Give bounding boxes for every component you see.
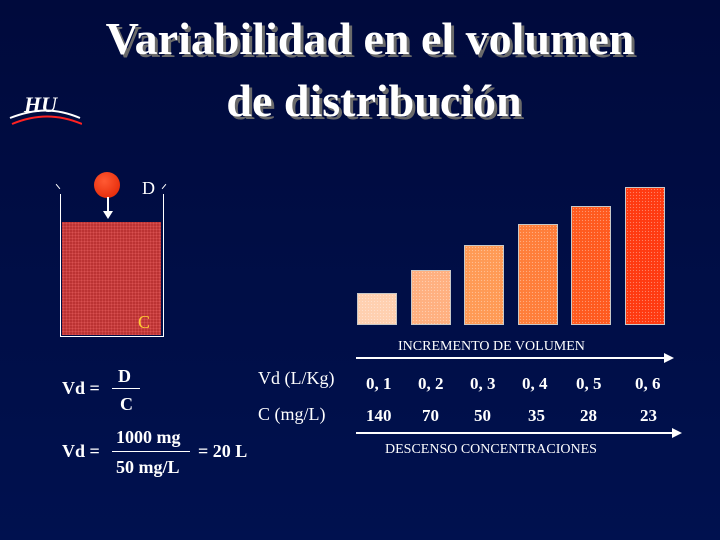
formula1-denominator: C bbox=[120, 394, 133, 414]
vd-value-2: 0, 2 bbox=[418, 374, 444, 393]
volume-bar-1 bbox=[357, 293, 397, 325]
c-value-6: 23 bbox=[640, 406, 657, 425]
dose-arrow-down-icon bbox=[103, 211, 113, 219]
c-row-label: C (mg/L) bbox=[258, 404, 326, 424]
dose-arrow-stem bbox=[107, 197, 109, 213]
slide-title-line2: de distribución bbox=[226, 75, 522, 126]
c-value-1: 140 bbox=[366, 406, 392, 425]
volume-bar-6 bbox=[625, 187, 665, 325]
increment-arrow-line bbox=[356, 357, 666, 359]
c-value-5: 28 bbox=[580, 406, 597, 425]
vd-row-label: Vd (L/Kg) bbox=[258, 368, 335, 388]
formula2-numerator: 1000 mg bbox=[116, 427, 181, 447]
formula2-lhs: Vd = bbox=[62, 441, 100, 461]
decrease-label: DESCENSO CONCENTRACIONES bbox=[385, 442, 597, 457]
dose-drop-icon bbox=[94, 172, 120, 198]
vd-value-6: 0, 6 bbox=[635, 374, 661, 393]
formula1-fraction-bar bbox=[112, 388, 140, 389]
vd-value-1: 0, 1 bbox=[366, 374, 392, 393]
formula1-lhs: Vd = bbox=[62, 378, 100, 398]
volume-bar-2 bbox=[411, 270, 451, 325]
logo-text: HU bbox=[23, 92, 58, 117]
vd-value-4: 0, 4 bbox=[522, 374, 548, 393]
hospital-logo: HU bbox=[6, 88, 83, 132]
decrease-arrow-line bbox=[356, 432, 674, 434]
increment-arrow-icon bbox=[664, 353, 674, 363]
vd-value-5: 0, 5 bbox=[576, 374, 602, 393]
formula2-denominator: 50 mg/L bbox=[116, 457, 180, 477]
beaker-fluid bbox=[62, 222, 161, 335]
increment-label: INCREMENTO DE VOLUMEN bbox=[398, 339, 585, 354]
c-value-3: 50 bbox=[474, 406, 491, 425]
vd-value-3: 0, 3 bbox=[470, 374, 496, 393]
c-value-2: 70 bbox=[422, 406, 439, 425]
volume-bar-4 bbox=[518, 224, 558, 325]
formula2-result: = 20 L bbox=[198, 441, 248, 461]
formula2-fraction-bar bbox=[112, 451, 190, 452]
concentration-label: C bbox=[138, 312, 151, 332]
decrease-arrow-icon bbox=[672, 428, 682, 438]
beaker-outline bbox=[60, 194, 164, 337]
slide-title-line1: Variabilidad en el volumen bbox=[105, 13, 635, 64]
formula1-numerator: D bbox=[118, 366, 131, 386]
beaker-lip-right bbox=[161, 183, 167, 190]
c-value-4: 35 bbox=[528, 406, 545, 425]
volume-bar-3 bbox=[464, 245, 504, 325]
volume-bar-5 bbox=[571, 206, 611, 325]
beaker-lip-left bbox=[55, 183, 61, 190]
dose-label: D bbox=[142, 178, 155, 198]
